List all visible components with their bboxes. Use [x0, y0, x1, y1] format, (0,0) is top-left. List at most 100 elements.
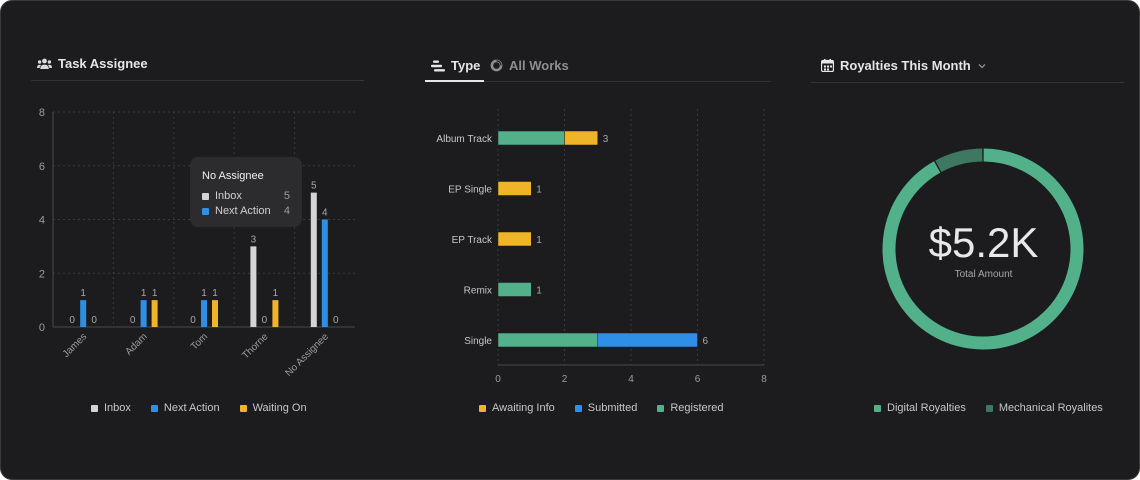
y-tick-label: 2 — [39, 268, 45, 280]
bar-next-action — [140, 300, 147, 327]
data-label: 1 — [80, 288, 86, 299]
tooltip-row-inbox: Inbox 5 — [202, 190, 290, 202]
donut-icon — [490, 59, 503, 72]
tab-all-works[interactable]: All Works — [490, 58, 569, 73]
bar-registered — [497, 332, 598, 348]
inbox-swatch — [91, 404, 98, 412]
active-tab-indicator — [425, 80, 484, 82]
tooltip-row-label: Inbox — [215, 190, 242, 202]
next-action-swatch — [202, 207, 209, 215]
bar-awaiting-info — [564, 130, 598, 146]
legend-label: Digital Royalties — [887, 402, 966, 414]
tooltip-row-value: 5 — [283, 190, 290, 202]
data-label: 0 — [190, 315, 196, 326]
chevron-down-icon[interactable] — [977, 62, 987, 70]
x-tick-label: 0 — [495, 374, 501, 385]
x-tick-label: Adam — [123, 331, 149, 357]
data-label: 3 — [603, 134, 609, 145]
submitted-swatch — [574, 404, 582, 412]
legend-label: Awaiting Info — [492, 402, 555, 414]
calendar-icon — [821, 59, 834, 72]
legend-item-digital-royalties[interactable]: Digital Royalties — [874, 402, 966, 414]
bar-submitted — [597, 332, 698, 348]
data-label: 6 — [703, 336, 709, 347]
data-label: 1 — [536, 286, 542, 297]
bar-inbox — [310, 192, 317, 327]
stacked-bars-icon — [431, 60, 445, 71]
x-tick-label: Thorne — [240, 331, 270, 361]
tab-all-works-label: All Works — [509, 58, 569, 73]
y-tick-label: 8 — [39, 107, 45, 119]
type-divider — [425, 81, 771, 82]
bar-inbox — [250, 246, 257, 327]
donut-slice-digital-royalties — [882, 148, 1084, 350]
y-tick-label: EP Single — [448, 185, 492, 196]
y-tick-label: Single — [464, 336, 492, 347]
data-label: 5 — [311, 181, 317, 192]
y-tick-label: Remix — [464, 286, 492, 297]
bar-awaiting-info — [497, 231, 532, 247]
type-chart: 0 2 4 6 8 Album Track 3 EP Single 1 EP Track 1 Remi… — [436, 109, 767, 385]
legend-item-registered[interactable]: Registered — [657, 402, 724, 414]
tooltip-row-label: Next Action — [215, 205, 271, 217]
x-tick-label: No Assignee — [283, 331, 331, 379]
task-assignee-header[interactable]: Task Assignee — [37, 56, 148, 71]
total-amount-label: Total Amount — [954, 269, 1013, 280]
bar-next-action — [321, 219, 328, 327]
tooltip-row-value: 4 — [283, 205, 290, 217]
data-label: 0 — [69, 315, 75, 326]
x-tick-label: Tom — [189, 331, 210, 352]
data-label: 4 — [322, 208, 328, 219]
inbox-swatch — [202, 192, 209, 200]
y-tick-label: 4 — [39, 215, 45, 227]
bar-next-action — [80, 300, 87, 327]
legend-label: Next Action — [163, 402, 220, 414]
tab-type[interactable]: Type — [431, 58, 480, 73]
data-label: 0 — [91, 315, 97, 326]
x-tick-label: James — [61, 331, 90, 360]
tab-type-label: Type — [451, 58, 481, 73]
chart-tooltip: No Assignee Inbox 5 Next Action 4 — [190, 157, 302, 227]
legend-item-mechanical-royalties[interactable]: Mechanical Royalites — [985, 402, 1103, 414]
legend-label: Mechanical Royalites — [998, 402, 1103, 414]
task-assignee-title: Task Assignee — [58, 56, 148, 71]
y-tick-label: EP Track — [452, 235, 493, 246]
data-label: 1 — [141, 288, 147, 299]
legend-item-next-action[interactable]: Next Action — [150, 402, 220, 414]
legend-item-awaiting-info[interactable]: Awaiting Info — [479, 402, 555, 414]
data-label: 1 — [536, 235, 542, 246]
awaiting-info-swatch — [479, 404, 486, 412]
type-legend: Awaiting Info Submitted Registered — [479, 402, 724, 414]
bar-waiting-on — [151, 300, 158, 327]
people-icon — [37, 58, 52, 69]
royalties-divider — [811, 82, 1124, 83]
data-label: 1 — [201, 288, 207, 299]
legend-item-submitted[interactable]: Submitted — [574, 402, 637, 414]
legend-item-waiting-on[interactable]: Waiting On — [239, 402, 307, 414]
bar-waiting-on — [272, 300, 279, 327]
royalties-header[interactable]: Royalties This Month — [821, 58, 987, 73]
bar-waiting-on — [212, 300, 218, 327]
x-tick-label: 8 — [761, 374, 767, 385]
data-label: 0 — [333, 315, 339, 326]
royalties-title: Royalties This Month — [840, 58, 971, 73]
assignee-legend: Inbox Next Action Waiting On — [91, 402, 307, 414]
y-tick-label: 6 — [39, 161, 45, 173]
x-tick-label: 6 — [695, 374, 701, 385]
bar-next-action — [201, 300, 207, 327]
x-tick-label: 2 — [562, 374, 568, 385]
registered-swatch — [657, 404, 665, 412]
total-amount-value: $5.2K — [928, 219, 1039, 266]
legend-label: Inbox — [104, 402, 131, 414]
royalties-donut-chart — [882, 148, 1084, 350]
data-label: 0 — [262, 315, 268, 326]
tooltip-row-next-action: Next Action 4 — [202, 205, 290, 217]
legend-item-inbox[interactable]: Inbox — [91, 402, 131, 414]
data-label: 0 — [130, 315, 136, 326]
digital-swatch — [874, 404, 881, 412]
data-label: 1 — [536, 185, 542, 196]
data-label: 3 — [251, 234, 257, 245]
assignee-divider — [31, 80, 364, 81]
